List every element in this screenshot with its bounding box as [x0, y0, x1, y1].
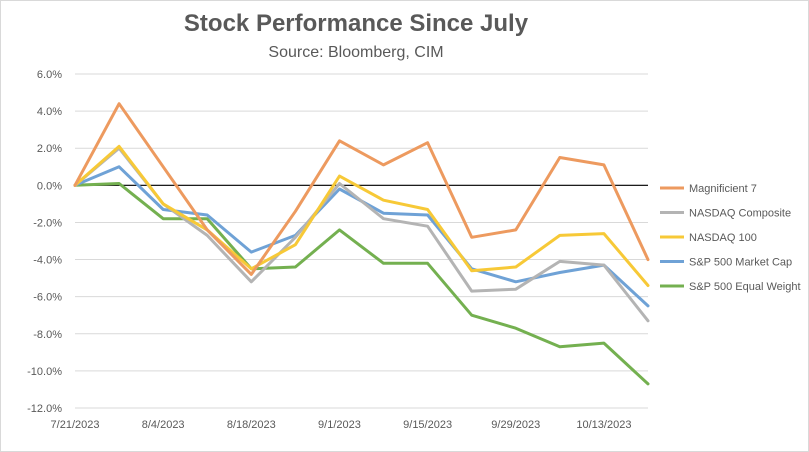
legend-label: NASDAQ Composite: [689, 208, 791, 220]
legend-label: S&P 500 Equal Weight: [689, 281, 801, 293]
y-tick-label: -10.0%: [27, 366, 62, 378]
gridlines: [75, 73, 648, 409]
chart-title: Stock Performance Since July: [183, 10, 529, 37]
legend-label: NASDAQ 100: [689, 232, 757, 244]
x-axis-tick-labels: 7/21/2023 8/4/2023 8/18/2023 9/1/2023 9/15/2…: [51, 419, 632, 431]
y-tick-label: 6.0%: [37, 69, 62, 81]
series-lines: [73, 102, 650, 386]
x-tick-label: 8/4/2023: [142, 419, 185, 431]
x-tick-label: 9/29/2023: [491, 419, 540, 431]
x-tick-label: 7/21/2023: [51, 419, 100, 431]
legend: Magnificient 7 NASDAQ Composite NASDAQ 100…: [660, 183, 801, 293]
x-tick-label: 9/1/2023: [318, 419, 361, 431]
y-tick-label: -4.0%: [33, 255, 62, 267]
chart-subtitle: Source: Bloomberg, CIM: [268, 44, 444, 61]
y-tick-label: -12.0%: [27, 403, 62, 415]
y-tick-label: -6.0%: [33, 292, 62, 304]
y-tick-label: 4.0%: [37, 106, 62, 118]
series-line-0: [73, 102, 650, 276]
y-tick-label: 0.0%: [37, 180, 62, 192]
x-tick-label: 9/15/2023: [403, 419, 452, 431]
x-tick-label: 8/18/2023: [227, 419, 276, 431]
legend-label: S&P 500 Market Cap: [689, 257, 792, 269]
y-tick-label: -2.0%: [33, 217, 62, 229]
y-tick-label: 2.0%: [37, 143, 62, 155]
x-tick-label: 10/13/2023: [576, 419, 631, 431]
legend-label: Magnificient 7: [689, 183, 757, 195]
y-axis-tick-labels: 6.0% 4.0% 2.0% 0.0% -2.0% -4.0% -6.0% -8.0% -10.…: [27, 69, 62, 415]
y-tick-label: -8.0%: [33, 329, 62, 341]
series-line-4: [73, 182, 650, 386]
series-line-2: [73, 144, 650, 287]
